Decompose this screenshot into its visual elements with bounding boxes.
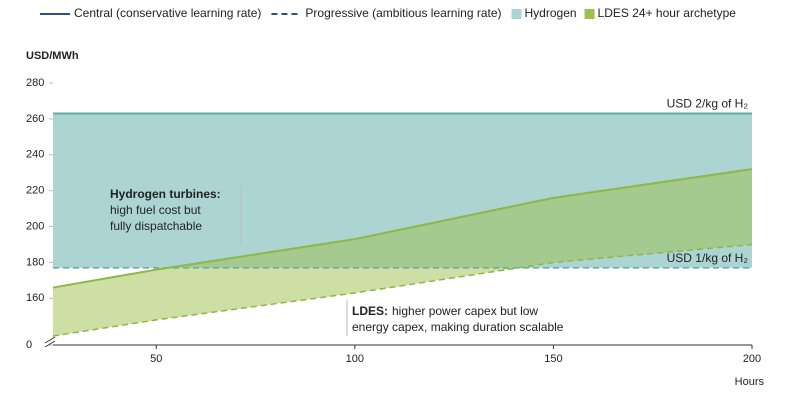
x-tick-label: 50 — [150, 353, 162, 365]
legend-swatch — [584, 9, 595, 19]
y-tick-label: 180 — [26, 256, 44, 268]
annotation-text: higher power capex but low — [392, 304, 538, 318]
x-tick-label: 200 — [743, 353, 761, 365]
annotation-bold: LDES: — [352, 304, 388, 318]
y-tick-label: 240 — [26, 149, 44, 161]
band — [53, 169, 752, 337]
annotation: LDES: higher power capex but low — [352, 304, 538, 318]
y-tick-label: 260 — [26, 113, 44, 125]
annotation-text: fully dispatchable — [110, 219, 202, 233]
annotation-text: energy capex, making duration scalable — [352, 320, 564, 334]
axis-break — [44, 340, 56, 348]
legend-label: Progressive (ambitious learning rate) — [305, 6, 501, 20]
line-central — [52, 168, 753, 289]
y-tick-label: 160 — [26, 292, 44, 304]
y-tick-label: 200 — [26, 220, 44, 232]
y-axis-label: USD/MWh — [26, 50, 79, 62]
line-label: USD 1/kg of H₂ — [667, 251, 749, 265]
legend-label: Central (conservative learning rate) — [74, 6, 261, 20]
legend-label: Hydrogen — [525, 6, 577, 20]
line-label: USD 2/kg of H₂ — [667, 97, 749, 111]
legend-label: LDES 24+ hour archetype — [598, 6, 737, 20]
x-tick-label: 150 — [544, 353, 562, 365]
y-tick-label: 280 — [26, 77, 44, 89]
axis-break — [44, 336, 56, 344]
y-tick-label: 220 — [26, 185, 44, 197]
annotation-text: high fuel cost but — [110, 203, 201, 217]
x-axis-label: Hours — [735, 376, 765, 388]
legend-swatch — [511, 9, 522, 19]
line-progressive — [52, 243, 753, 337]
annotation: Hydrogen turbines: — [110, 187, 221, 201]
y-tick-label: 0 — [26, 339, 32, 351]
annotation-bold: Hydrogen turbines: — [110, 187, 221, 201]
x-tick-label: 100 — [346, 353, 364, 365]
